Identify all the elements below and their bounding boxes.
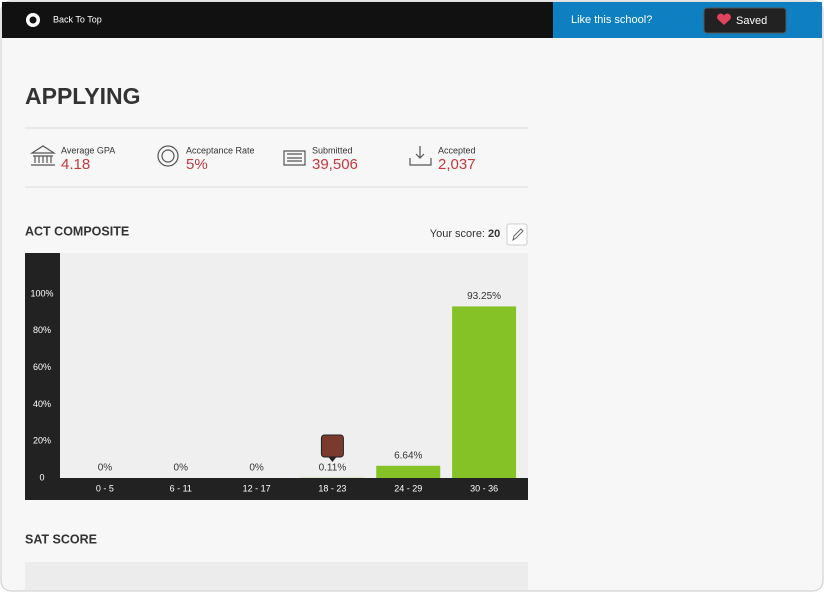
x-tick-label: 18 - 23	[318, 483, 346, 493]
stat-value: 2,037	[438, 156, 476, 173]
value-label: 0%	[174, 463, 189, 474]
value-label: 0%	[249, 463, 264, 474]
stat-label: Submitted	[312, 145, 353, 155]
rate-icon-inner	[161, 149, 175, 163]
score-value: 20	[488, 228, 500, 240]
value-label: 93.25%	[467, 291, 501, 302]
like-prompt: Like this school?	[571, 14, 652, 26]
saved-button[interactable]	[703, 7, 787, 34]
rate-icon	[157, 145, 179, 167]
stat-label: Accepted	[438, 145, 476, 155]
value-label: 0%	[98, 463, 113, 474]
sat-title: SAT SCORE	[25, 532, 97, 546]
bar	[376, 465, 441, 478]
y-tick-label: 20%	[33, 436, 51, 446]
stat-value: 4.18	[61, 156, 90, 173]
score-avatar	[320, 434, 344, 458]
value-label: 6.64%	[394, 450, 422, 461]
edit-score-button[interactable]	[506, 223, 528, 246]
bar	[452, 306, 517, 478]
stat-value: 39,506	[312, 156, 358, 173]
x-tick-label: 30 - 36	[470, 483, 498, 493]
gpa-icon	[29, 145, 57, 166]
stat-label: Average GPA	[61, 145, 115, 155]
x-tick-label: 12 - 17	[243, 483, 271, 493]
plot-area	[60, 253, 528, 478]
act-title: ACT COMPOSITE	[25, 224, 129, 238]
heart-icon	[717, 13, 731, 25]
y-tick-label: 40%	[33, 399, 51, 409]
back-to-top[interactable]: Back To Top	[53, 14, 102, 24]
y-tick-label: 100%	[30, 288, 53, 298]
submitted-icon	[283, 150, 306, 166]
section-title: APPLYING	[25, 83, 140, 109]
score-label: Your score:	[430, 228, 485, 240]
stat-label: Acceptance Rate	[186, 145, 255, 155]
pencil-icon	[512, 228, 524, 242]
accepted-icon	[409, 146, 432, 166]
y-tick-label: 0	[39, 472, 44, 482]
saved-label[interactable]: Saved	[736, 15, 767, 27]
stat-value: 5%	[186, 156, 208, 173]
x-tick-label: 24 - 29	[394, 483, 422, 493]
chart: 0 20% 40% 60% 80% 100% 0% 0 - 5 0% 6 - 11 0% 12 - 1…	[30, 288, 517, 493]
y-tick-label: 60%	[33, 362, 51, 372]
y-tick-label: 80%	[33, 325, 51, 335]
x-tick-label: 6 - 11	[170, 483, 192, 493]
sat-chart-placeholder	[25, 562, 528, 590]
stat-icons	[29, 145, 432, 167]
x-tick-label: 0 - 5	[96, 483, 114, 493]
value-label: 0.11%	[319, 462, 347, 473]
score-pointer	[328, 457, 337, 462]
logo-inner	[29, 16, 37, 24]
